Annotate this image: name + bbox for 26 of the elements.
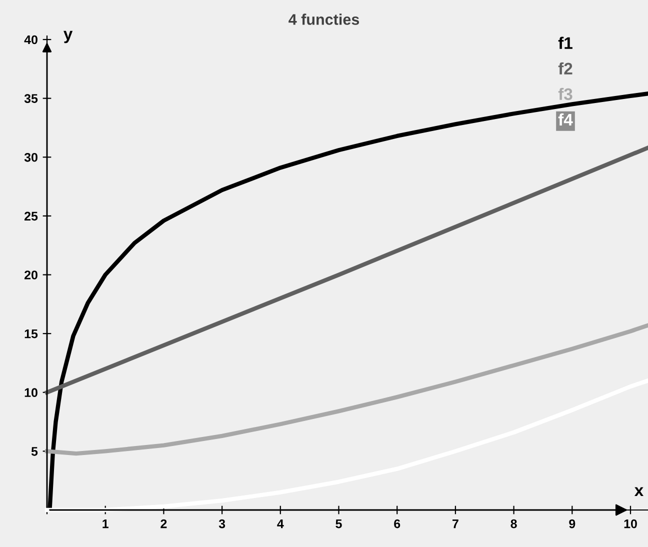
x-tick-label: 10: [624, 519, 637, 528]
text: f1: [558, 36, 572, 49]
x-tick-label: 1: [102, 519, 108, 528]
chart-title: 4 functies: [288, 14, 360, 25]
x-tick-label: 6: [394, 519, 400, 528]
x-tick-label: 2: [160, 519, 167, 528]
line-series: [44, 323, 648, 456]
y-tick-label: 20: [24, 270, 38, 280]
y-tick-label: 15: [24, 330, 38, 338]
y-axis-title: y: [64, 30, 73, 44]
y-tick-label: 35: [24, 94, 38, 104]
x-tick-label: 4: [277, 519, 284, 528]
y-tick-label: 40: [24, 35, 38, 44]
x-tick-label: 7: [452, 519, 458, 528]
text: f4: [558, 113, 573, 126]
y-tick-label: 30: [24, 152, 38, 162]
y-tick-label: 5: [31, 447, 38, 456]
x-tick-label: 3: [218, 519, 226, 528]
text: f2: [558, 62, 572, 74]
y-tick-label: 25: [24, 212, 38, 221]
x-axis-title: x: [634, 487, 644, 496]
text: f3: [558, 88, 572, 100]
x-tick-label: 8: [510, 519, 517, 528]
x-tick-label: 9: [569, 519, 576, 528]
x-tick-label: 5: [336, 519, 342, 528]
y-tick-label: 10: [24, 388, 38, 398]
